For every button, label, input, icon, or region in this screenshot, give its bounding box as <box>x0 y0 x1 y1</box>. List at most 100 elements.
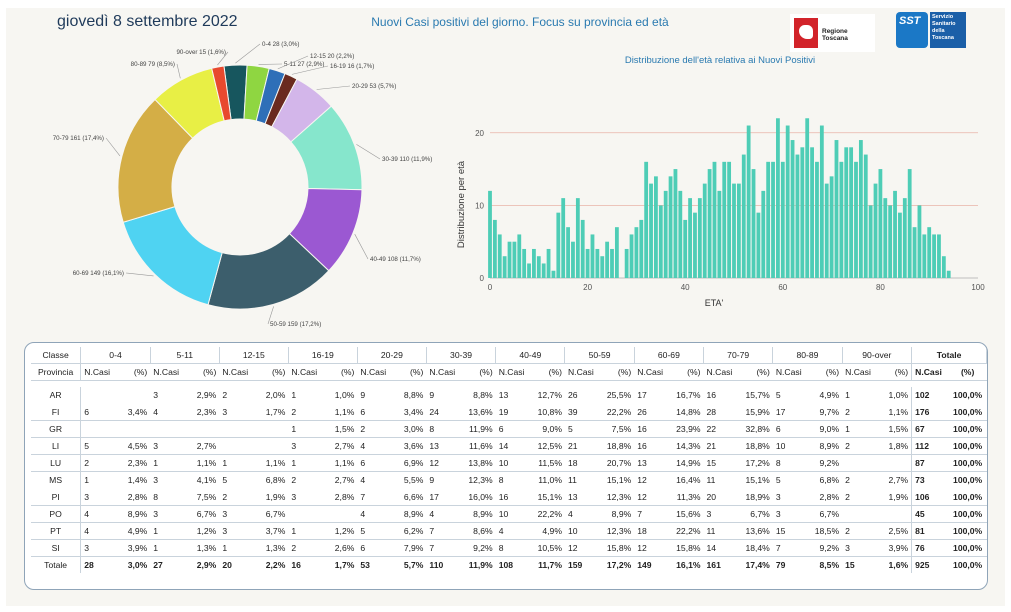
histogram-bar[interactable] <box>522 248 527 278</box>
histogram-bar[interactable] <box>668 176 673 278</box>
histogram-bar[interactable] <box>571 241 575 278</box>
histogram-bar[interactable] <box>590 234 595 278</box>
histogram-bar[interactable] <box>868 205 873 278</box>
histogram-bar[interactable] <box>932 234 936 278</box>
table-total-row[interactable]: Totale 28 3,0% 27 2,9% 20 2,2% 16 1,7% 53 5,7% 110 1… <box>31 556 987 574</box>
histogram-bar[interactable] <box>722 161 727 278</box>
histogram-bar[interactable] <box>541 263 546 278</box>
table-row[interactable]: PO 4 8,9% 3 6,7% 3 6,7% 4 8,9% 4 8,9% 10 22,2% 4 8,9% 7… <box>31 505 987 523</box>
histogram-bar[interactable] <box>736 183 741 278</box>
histogram-bar[interactable] <box>756 212 761 278</box>
histogram-bar[interactable] <box>639 219 644 278</box>
histogram-bar[interactable] <box>790 140 795 278</box>
histogram-bar[interactable] <box>663 190 668 278</box>
histogram-bar[interactable] <box>527 263 531 278</box>
histogram-bar[interactable] <box>878 169 883 278</box>
histogram-bar[interactable] <box>551 270 556 278</box>
histogram-bar[interactable] <box>800 147 805 278</box>
histogram-bar[interactable] <box>824 183 829 278</box>
histogram-bar[interactable] <box>610 248 614 278</box>
histogram-bar[interactable] <box>888 205 893 278</box>
histogram-bar[interactable] <box>556 212 561 278</box>
histogram-bar[interactable] <box>566 227 570 278</box>
histogram-bar[interactable] <box>766 161 771 278</box>
histogram-bar[interactable] <box>629 234 634 278</box>
histogram-bar[interactable] <box>746 125 751 278</box>
histogram-bar[interactable] <box>795 154 800 278</box>
table-row[interactable]: LU 2 2,3% 1 1,1% 1 1,1% 1 1,1% 6 6,9% 12 13,8% 10 11,5… <box>31 454 987 473</box>
histogram-bar[interactable] <box>912 227 917 278</box>
histogram-bar[interactable] <box>497 234 502 278</box>
donut-slice-60-69[interactable] <box>122 206 223 306</box>
histogram-bar[interactable] <box>546 248 551 278</box>
histogram-bar[interactable] <box>834 140 839 278</box>
histogram-bar[interactable] <box>575 198 580 278</box>
histogram-bar[interactable] <box>732 183 736 278</box>
histogram-bar[interactable] <box>717 190 722 278</box>
histogram-bar[interactable] <box>893 190 897 278</box>
table-row[interactable]: FI 6 3,4% 4 2,3% 3 1,7% 2 1,1% 6 3,4% 24 13,6% 19 10,8… <box>31 403 987 421</box>
histogram-bar[interactable] <box>858 140 863 278</box>
histogram-bar[interactable] <box>678 190 683 278</box>
histogram-bar[interactable] <box>693 212 697 278</box>
histogram-bar[interactable] <box>751 169 756 278</box>
histogram-bar[interactable] <box>898 212 902 278</box>
histogram-bar[interactable] <box>561 198 566 278</box>
histogram-bar[interactable] <box>780 161 785 278</box>
histogram-bar[interactable] <box>883 198 888 278</box>
histogram-bar[interactable] <box>697 198 702 278</box>
histogram-bar[interactable] <box>492 219 497 278</box>
histogram-bar[interactable] <box>819 125 824 278</box>
histogram-bar[interactable] <box>849 147 854 278</box>
table-row[interactable]: MS 1 1,4% 3 4,1% 5 6,8% 2 2,7% 4 5,5% 9 12,3% 8 11,0% 1… <box>31 471 987 489</box>
histogram-bar[interactable] <box>771 161 775 278</box>
table-row[interactable]: SI 3 3,9% 1 1,3% 1 1,3% 2 2,6% 6 7,9% 7 9,2% 8 10,5% 12… <box>31 539 987 558</box>
table-row[interactable]: GR 1 1,5% 2 3,0% 8 11,9% 6 9,0% 5 7,5% 16 23,9% 22 32,… <box>31 420 987 438</box>
histogram-bar[interactable] <box>907 169 912 278</box>
histogram-bar[interactable] <box>624 248 629 278</box>
histogram-bar[interactable] <box>776 118 780 279</box>
table-row[interactable]: PI 3 2,8% 8 7,5% 2 1,9% 3 2,8% 7 6,6% 17 16,0% 16 15,1… <box>31 488 987 506</box>
histogram-bar[interactable] <box>805 118 810 279</box>
histogram-bar[interactable] <box>829 176 834 278</box>
histogram-bar[interactable] <box>712 161 717 278</box>
histogram-bar[interactable] <box>536 256 541 278</box>
histogram-bar[interactable] <box>761 190 766 278</box>
histogram-bar[interactable] <box>863 154 868 278</box>
histogram-bar[interactable] <box>873 183 878 278</box>
histogram-bar[interactable] <box>634 227 639 278</box>
table-row[interactable]: PT 4 4,9% 1 1,2% 3 3,7% 1 1,2% 5 6,2% 7 8,6% 4 4,9% 10 1… <box>31 522 987 541</box>
histogram-bar[interactable] <box>532 248 536 278</box>
histogram-bar[interactable] <box>702 183 707 278</box>
donut-slice-90-over[interactable] <box>211 65 232 122</box>
histogram-bar[interactable] <box>844 147 849 278</box>
histogram-bar[interactable] <box>673 169 678 278</box>
histogram-bar[interactable] <box>649 183 653 278</box>
histogram-bar[interactable] <box>595 248 600 278</box>
histogram-bar[interactable] <box>741 154 746 278</box>
histogram-bar[interactable] <box>488 190 492 278</box>
histogram-bar[interactable] <box>600 256 605 278</box>
table-row[interactable]: AR 3 2,9% 2 2,0% 1 1,0% 9 8,8% 9 8,8% 13 12,7% 26 25,5… <box>31 387 987 404</box>
histogram-bar[interactable] <box>580 219 585 278</box>
histogram-bar[interactable] <box>605 241 610 278</box>
histogram-bar[interactable] <box>707 169 712 278</box>
province-age-table-panel[interactable]: Classe 0-4 5-11 12-15 16-19 20-29 30-39 40-49 50… <box>24 342 988 590</box>
histogram-bar[interactable] <box>937 234 941 278</box>
histogram-bar[interactable] <box>614 227 619 278</box>
histogram-bar[interactable] <box>927 227 932 278</box>
histogram-bar[interactable] <box>922 234 927 278</box>
histogram-bar[interactable] <box>654 176 658 278</box>
histogram-bar[interactable] <box>810 147 814 278</box>
histogram-bar[interactable] <box>517 234 522 278</box>
histogram-bar[interactable] <box>727 161 732 278</box>
histogram-bar[interactable] <box>917 205 922 278</box>
histogram-bar[interactable] <box>507 241 512 278</box>
histogram-bar[interactable] <box>839 161 844 278</box>
histogram-bar[interactable] <box>502 256 507 278</box>
histogram-bar[interactable] <box>688 198 692 278</box>
histogram-bar[interactable] <box>815 161 819 278</box>
histogram-bar[interactable] <box>512 241 517 278</box>
histogram-bar[interactable] <box>658 205 663 278</box>
histogram-bar[interactable] <box>902 198 907 278</box>
